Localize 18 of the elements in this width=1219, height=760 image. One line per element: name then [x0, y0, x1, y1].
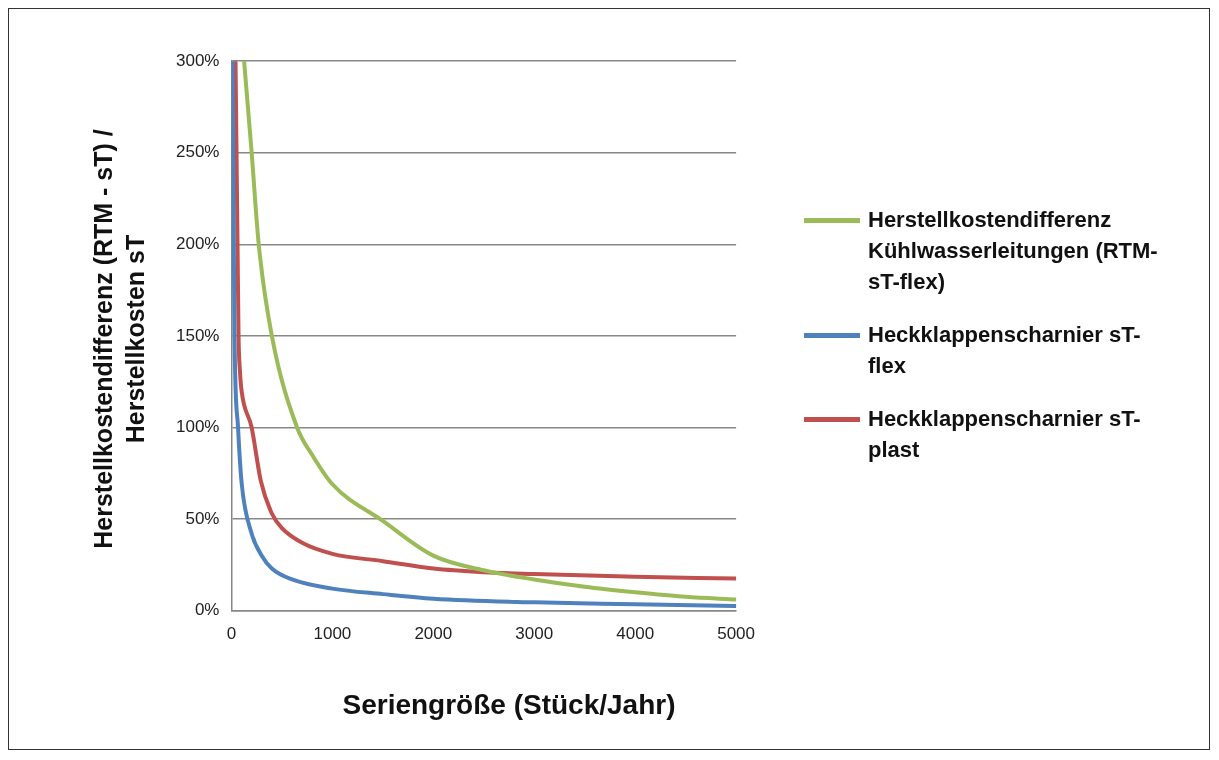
- legend-label: Heckklappenscharnier sT-plast: [868, 405, 1142, 464]
- x-tick-label: 0: [226, 624, 237, 644]
- y-tick-label: 300%: [176, 50, 220, 70]
- x-tick-label: 3000: [515, 624, 554, 644]
- x-tick-label: 2000: [414, 624, 453, 644]
- y-tick-label: 250%: [176, 142, 220, 162]
- y-tick-label: 150%: [176, 325, 220, 345]
- y-tick-label: 200%: [176, 234, 220, 254]
- legend-label: Herstellkostendifferenz Kühlwasserleitungen (RTM-sT-flex): [868, 206, 1159, 296]
- x-tick-label: 4000: [616, 624, 655, 644]
- x-tick-label: 1000: [313, 624, 352, 644]
- legend-label: Heckklappenscharnier sT-flex: [868, 321, 1142, 380]
- y-tick-label: 100%: [176, 417, 220, 437]
- y-tick-label: 0%: [194, 600, 220, 620]
- y-axis-title: Herstellkostendifferenz (RTM - sT) / Herstellkosten sT: [88, 128, 150, 551]
- y-tick-label: 50%: [185, 508, 220, 528]
- x-tick-label: 5000: [717, 624, 755, 644]
- x-axis-title: Seriengröße (Stück/Jahr): [341, 689, 677, 721]
